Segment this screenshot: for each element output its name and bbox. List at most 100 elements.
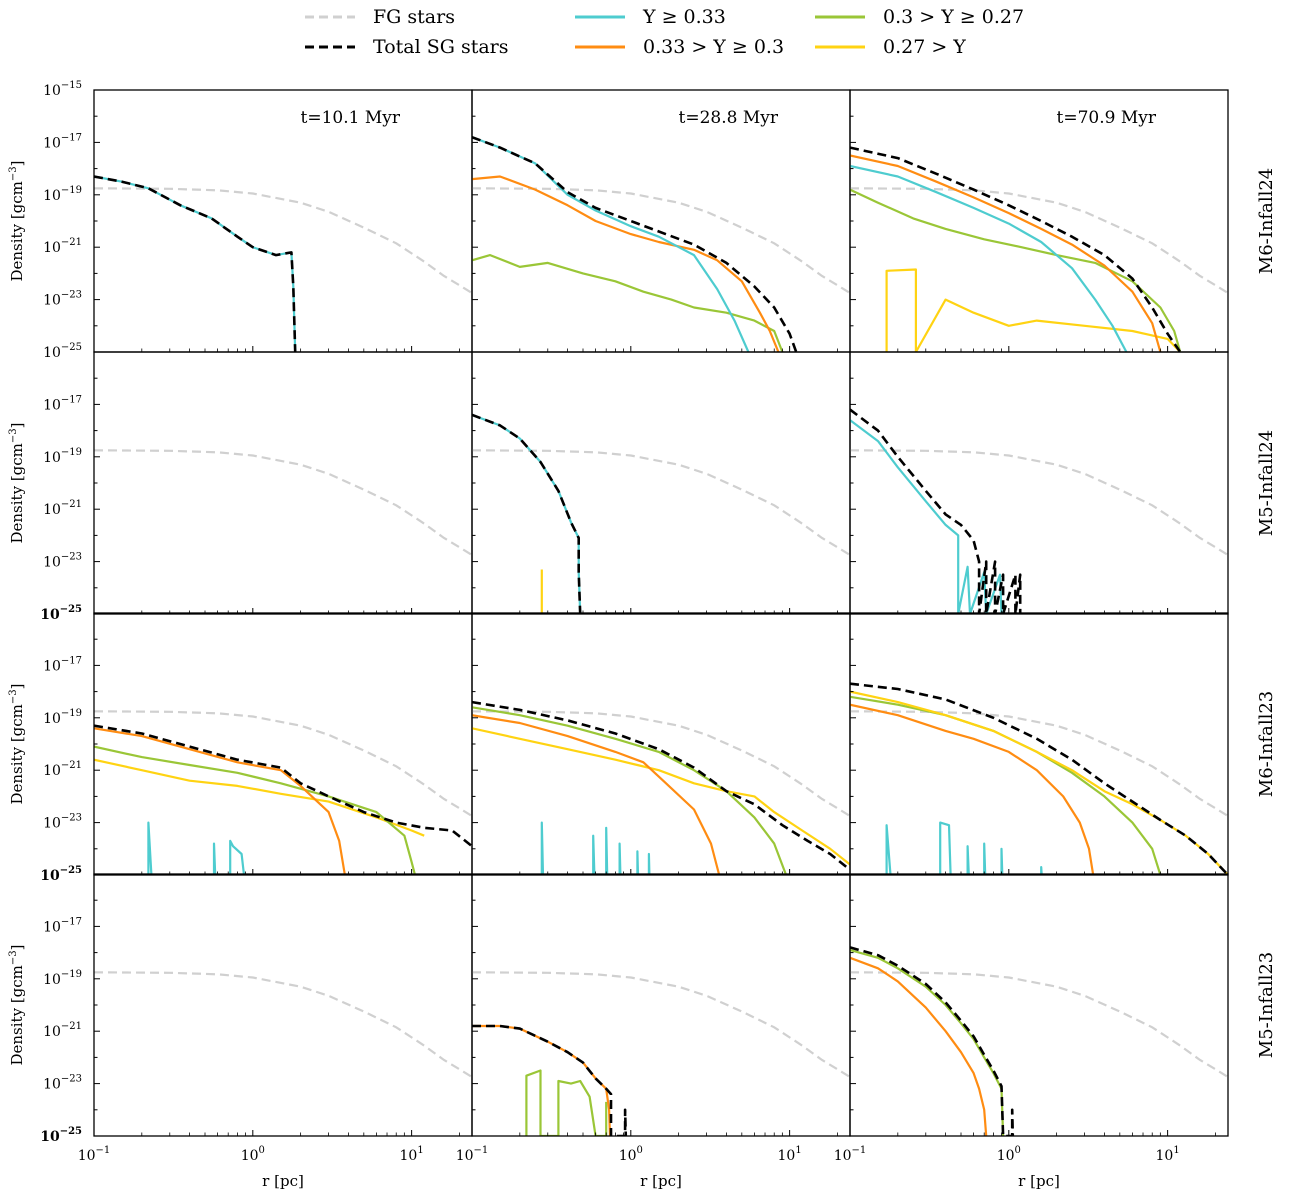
series-y033	[885, 821, 1043, 875]
plot-area	[850, 146, 1228, 352]
panel-frame	[849, 612, 1229, 876]
panel-frame	[471, 612, 851, 876]
x-tick-label: 10−1	[456, 1145, 489, 1164]
panel	[93, 351, 473, 615]
series-fg-stars	[850, 710, 1228, 817]
series-total	[850, 682, 1228, 875]
row-label: M5-Infall24	[1256, 430, 1277, 536]
time-label: t=10.1 Myr	[301, 108, 401, 128]
plot-area	[850, 682, 1228, 875]
time-label: t=70.9 Myr	[1057, 108, 1157, 128]
row-label: M6-Infall23	[1256, 691, 1277, 797]
row-label: M6-Infall24	[1256, 168, 1277, 274]
y-tick-label: 10−19	[43, 185, 82, 204]
y-tick-label: 10−19	[43, 708, 82, 727]
legend-entry: Total SG stars	[305, 36, 509, 58]
plot-area	[472, 135, 850, 352]
y-tick-label: 10−17	[43, 132, 82, 151]
plot-area	[472, 413, 850, 614]
y-tick-label: 10−17	[43, 655, 82, 674]
y-tick-label: 10−17	[43, 916, 82, 935]
legend-label: 0.27 > Y	[883, 36, 966, 58]
panel-frame	[471, 873, 851, 1137]
y-tick-label: 10−21	[43, 760, 82, 779]
series-total	[94, 724, 472, 848]
panel	[471, 351, 851, 615]
panel	[849, 351, 1229, 615]
series-y030	[472, 175, 780, 352]
y-tick-label: 10−25	[40, 865, 82, 884]
y-tick-label: 10−25	[40, 1126, 82, 1145]
plot-area	[94, 710, 472, 875]
x-tick-label: 100	[241, 1145, 265, 1164]
y-tick-label: 10−15	[43, 80, 82, 99]
y-tick-label: 10−21	[43, 237, 82, 256]
series-y027	[525, 1069, 608, 1136]
legend-label: 0.33 > Y ≥ 0.3	[643, 36, 784, 58]
legend-entry: 0.27 > Y	[815, 36, 966, 58]
y-tick-label: 10−23	[43, 813, 82, 832]
x-tick-label: 101	[400, 1145, 424, 1164]
x-tick-label: 100	[619, 1145, 643, 1164]
series-fg-stars	[472, 710, 850, 817]
panel-frame	[93, 351, 473, 615]
series-fg-stars	[94, 971, 472, 1078]
series-y033	[472, 136, 750, 352]
panel: t=28.8 Myr	[471, 89, 851, 353]
plot-area	[472, 971, 850, 1136]
panel-frame	[849, 873, 1229, 1137]
series-y030	[850, 703, 1095, 875]
plot-area	[850, 946, 1228, 1136]
series-y033	[147, 821, 246, 875]
y-axis-label: Density [gcm−3]	[8, 944, 26, 1065]
panel-frame	[93, 873, 473, 1137]
series-total	[472, 700, 850, 871]
x-tick-label: 10−1	[834, 1145, 867, 1164]
plot-area	[94, 175, 472, 352]
legend-label: Total SG stars	[373, 36, 509, 58]
plot-area	[94, 449, 472, 556]
panel: t=10.1 Myr	[93, 89, 473, 353]
plot-area	[850, 408, 1228, 614]
series-y030	[850, 956, 988, 1136]
y-tick-label: 10−21	[43, 499, 82, 518]
y-tick-label: 10−23	[43, 552, 82, 571]
panel-grid: t=10.1 Myr t=28.8 Myr t=70.9 Myr	[93, 89, 1229, 1137]
x-tick-label: 100	[997, 1145, 1021, 1164]
panel	[849, 612, 1229, 876]
series-total	[472, 1024, 628, 1136]
series-y033	[850, 419, 1003, 614]
y-tick-label: 10−25	[43, 342, 82, 361]
y-tick-label: 10−19	[43, 969, 82, 988]
x-tick-label: 101	[1156, 1145, 1180, 1164]
series-y033	[94, 175, 297, 352]
x-tick-label: 101	[778, 1145, 802, 1164]
legend-entry: 0.33 > Y ≥ 0.3	[575, 36, 784, 58]
y-tick-label: 10−21	[43, 1021, 82, 1040]
series-fg-stars	[850, 187, 1228, 295]
series-fg-stars	[472, 187, 850, 295]
series-fg-stars	[850, 971, 1228, 1078]
x-tick-label: 10−1	[78, 1145, 111, 1164]
row-labels: M6-Infall24 M5-Infall24 M6-Infall23 M5-Infa…	[1256, 168, 1277, 1058]
panel	[849, 873, 1229, 1137]
panel	[93, 612, 473, 876]
x-axis-label: r [pc]	[640, 1172, 682, 1190]
series-y027	[472, 254, 784, 352]
series-fg-stars	[94, 187, 472, 295]
y-tick-label: 10−17	[43, 394, 82, 413]
series-total	[472, 135, 798, 352]
plot-area	[472, 700, 850, 875]
series-y033	[850, 164, 1128, 352]
axis-labels: 10−15 10−17 10−19 10−21 10−23 10−25 Density [g…	[8, 80, 1180, 1190]
series-fg-stars	[94, 449, 472, 556]
series-total	[472, 413, 582, 614]
series-total	[850, 146, 1182, 352]
y-tick-label: 10−23	[43, 1074, 82, 1093]
panel	[93, 873, 473, 1137]
x-axis-label: r [pc]	[1018, 1172, 1060, 1190]
plot-area	[94, 971, 472, 1078]
series-total	[850, 408, 1022, 614]
panel	[471, 873, 851, 1137]
series-y027	[850, 695, 1162, 875]
